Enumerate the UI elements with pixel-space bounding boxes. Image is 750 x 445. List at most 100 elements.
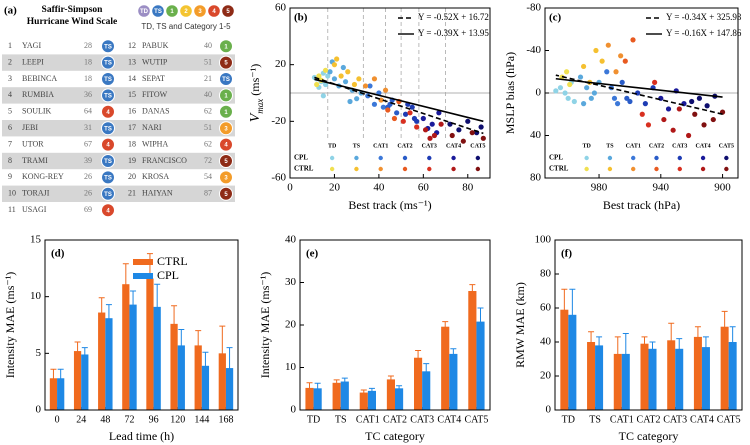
- y-tick-label: 5: [36, 347, 42, 359]
- error-bar: [360, 389, 367, 396]
- legend-swatch: [631, 155, 636, 161]
- x-tick-label: 48: [100, 414, 110, 425]
- category-badge: [219, 170, 233, 185]
- scatter-point: [605, 42, 611, 48]
- storm-value: 36: [84, 90, 92, 99]
- y-tick-label: 0: [546, 404, 552, 416]
- legend-swatch: [631, 166, 636, 172]
- x-tick-label: 980: [591, 182, 608, 194]
- category-label: CAT4: [695, 143, 710, 149]
- x-tick-label: 80: [462, 182, 474, 194]
- legend-swatch: [584, 155, 589, 161]
- x-axis-label: Lead time (h): [109, 429, 174, 443]
- x-tick-label: 60: [418, 182, 430, 194]
- scatter-point: [391, 115, 398, 122]
- storm-name: PABUK: [142, 41, 169, 50]
- scatter-point: [402, 111, 409, 117]
- scatter-point: [436, 110, 442, 116]
- category-badge: [101, 104, 115, 119]
- bar: [122, 284, 130, 410]
- legend-label: CTRL: [157, 254, 188, 268]
- error-bar: [98, 297, 105, 328]
- scatter-point: [362, 83, 369, 89]
- category-badge-label: 5: [224, 192, 228, 198]
- scatter-point: [567, 81, 573, 88]
- legend-swatch: [354, 155, 359, 161]
- category-badge: [219, 154, 233, 168]
- legend-label: CTRL: [294, 165, 314, 173]
- fit-line: [314, 78, 484, 123]
- legend-swatch: [724, 155, 729, 161]
- scatter-point: [593, 47, 599, 54]
- fit-line: [555, 77, 723, 98]
- scatter-point: [635, 90, 641, 96]
- category-badge-label: 5: [224, 159, 228, 165]
- category-badge-label: TS: [104, 126, 112, 132]
- row-number: 17: [128, 123, 136, 132]
- plot-frame: [44, 239, 239, 411]
- legend-label: CPL: [157, 268, 179, 282]
- scatter-point: [429, 121, 435, 127]
- error-bar: [469, 284, 476, 298]
- legend-badge-label: TD: [140, 9, 149, 15]
- storm-name: RUMBIA: [22, 90, 54, 99]
- error-bar: [614, 336, 621, 372]
- row-number: 21: [128, 189, 136, 198]
- error-bar: [333, 379, 340, 387]
- storm-value: 28: [84, 41, 92, 50]
- storm-name: WIPHA: [142, 139, 168, 148]
- panel-label: (f): [561, 248, 572, 260]
- scatter-point: [469, 130, 475, 136]
- scatter-point: [465, 118, 471, 124]
- scatter-point: [385, 107, 391, 113]
- scatter-point: [642, 101, 648, 107]
- scatter-point: [371, 76, 378, 82]
- error-bar: [202, 351, 209, 380]
- storm-name: FITOW: [142, 90, 168, 99]
- error-bar: [57, 368, 64, 388]
- bar: [449, 353, 458, 410]
- category-badge: [219, 137, 233, 152]
- y-axis-label: Vmax (ms⁻¹): [248, 64, 265, 123]
- y-tick-label: 40: [530, 129, 542, 141]
- storm-name: USAGI: [22, 205, 47, 214]
- scatter-point: [614, 101, 621, 107]
- bar: [81, 354, 89, 410]
- storm-value: 26: [84, 172, 92, 181]
- legend-label: CPL: [549, 154, 563, 162]
- category-badge: [219, 72, 233, 86]
- scatter-point: [557, 85, 564, 91]
- scatter-point: [320, 93, 326, 99]
- scatter-point: [639, 111, 645, 117]
- scatter-point: [591, 90, 598, 96]
- storm-name: SOULIK: [22, 107, 52, 116]
- legend-swatch: [402, 155, 408, 161]
- category-badge: [101, 170, 115, 185]
- y-tick-label: 60: [540, 302, 552, 314]
- category-badge-label: 3: [224, 126, 228, 132]
- x-tick-label: CAT5: [464, 414, 488, 425]
- y-tick-label: -20: [271, 115, 286, 127]
- storm-value: 21: [204, 74, 212, 83]
- category-badge: [101, 88, 115, 103]
- scatter-point: [613, 69, 619, 75]
- y-axis-label: Intensity MAE (ms⁻¹): [258, 272, 272, 379]
- plot-frame: [554, 239, 743, 411]
- legend-swatch: [724, 166, 729, 172]
- legend-badge-label: 4: [212, 9, 216, 15]
- x-tick-label: 0: [287, 182, 293, 194]
- storm-value: 18: [84, 74, 92, 83]
- scatter-point: [367, 83, 373, 89]
- panel-label: (b): [294, 12, 308, 24]
- error-bar: [676, 338, 683, 360]
- y-tick-label: 40: [285, 234, 297, 246]
- category-badge: [101, 186, 115, 201]
- scatter-point: [661, 116, 667, 123]
- error-bar: [122, 263, 129, 306]
- storm-value: 69: [84, 205, 92, 214]
- bar: [305, 387, 314, 410]
- legend-swatch: [133, 259, 153, 265]
- error-bar: [423, 363, 430, 380]
- legend-swatch: [427, 166, 432, 172]
- legend-badge-label: TS: [154, 9, 162, 15]
